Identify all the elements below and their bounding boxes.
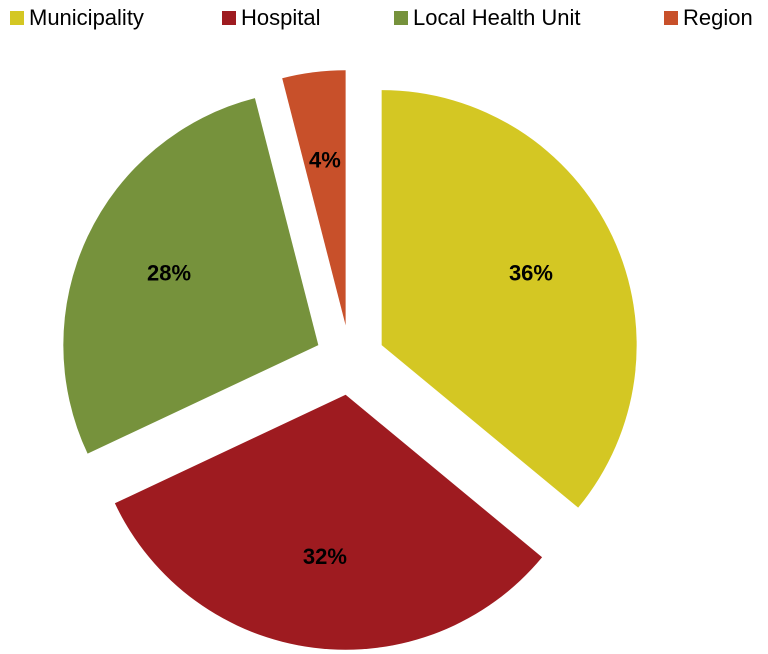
slice-label: 36% [509, 261, 553, 286]
legend-swatch [222, 11, 236, 25]
slice-label: 28% [147, 261, 191, 286]
pie-slice [381, 90, 637, 508]
pie-slice [114, 394, 543, 650]
legend-label: Region [683, 5, 753, 30]
legend-label: Local Health Unit [413, 5, 581, 30]
slice-label: 32% [303, 544, 347, 569]
legend-label: Hospital [241, 5, 320, 30]
legend-label: Municipality [29, 5, 144, 30]
pie-slice [282, 70, 346, 326]
legend-swatch [394, 11, 408, 25]
legend-swatch [664, 11, 678, 25]
legend-swatch [10, 11, 24, 25]
slice-label: 4% [309, 147, 341, 172]
pie-slice [63, 98, 319, 454]
